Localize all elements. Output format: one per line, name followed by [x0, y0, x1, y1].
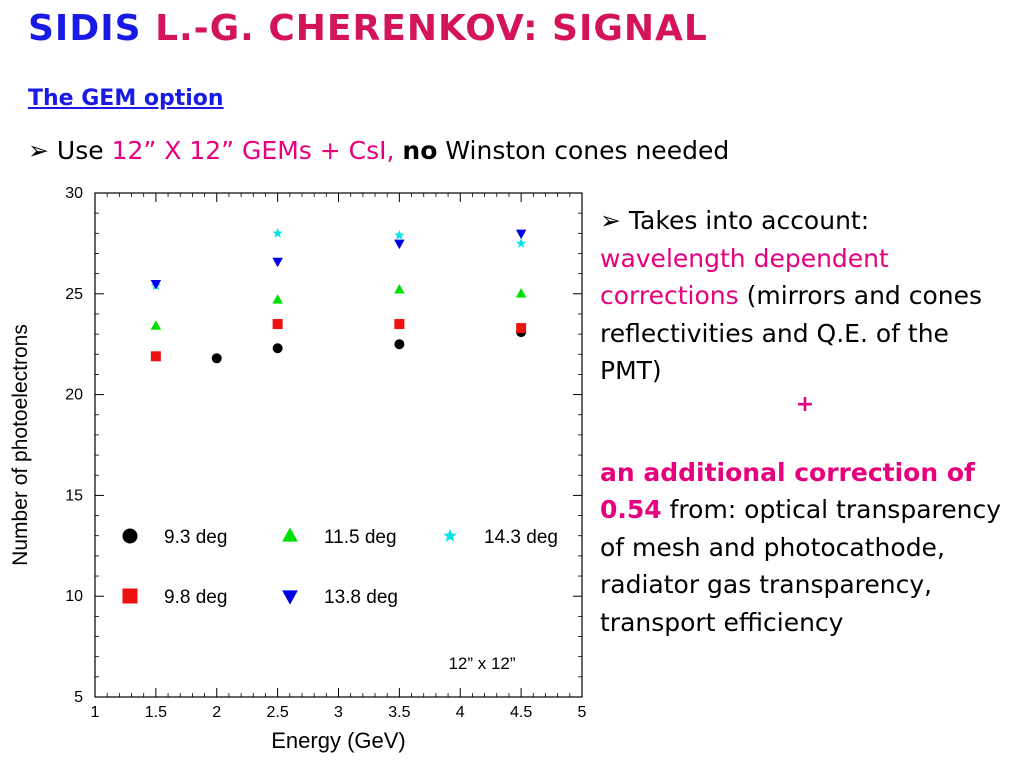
legend-marker	[282, 527, 298, 542]
legend-label: 14.3 deg	[484, 527, 558, 548]
x-tick-label: 4	[456, 704, 465, 721]
legend-marker	[122, 588, 138, 604]
y-tick-label: 15	[65, 487, 83, 504]
subheading: The GEM option	[28, 86, 224, 111]
photoelectron-chart: 1 1.5 2 2.5 3 3.5 4 4.5 5 5 10 15 20 25 30 Energy (GeV)…	[9, 185, 587, 753]
takes-into-account: Takes into account:	[620, 206, 870, 235]
bullet-gem-size: 12” X 12” GEMs + CsI,	[111, 136, 403, 165]
title-part-sidis: SIDIS	[28, 8, 156, 49]
x-tick-label: 1	[91, 704, 100, 721]
data-point-13-8-deg	[515, 229, 527, 240]
data-point-11-5-deg	[394, 284, 405, 294]
bullet-no: no	[402, 136, 438, 165]
data-point-9-8-deg	[394, 319, 405, 330]
legend-label: 13.8 deg	[324, 587, 398, 608]
bullet-gem-use: ➢ Use 12” X 12” GEMs + CsI, no Winston c…	[28, 136, 729, 165]
y-tick-label: 20	[65, 387, 83, 404]
data-point-14-3-deg	[272, 227, 283, 238]
data-point-11-5-deg	[150, 320, 162, 330]
slide-title: SIDIS L.-G. CHERENKOV: SIGNAL	[28, 8, 708, 49]
data-point-13-8-deg	[150, 279, 162, 290]
x-axis-label: Energy (GeV)	[271, 728, 406, 753]
data-point-9-8-deg	[516, 323, 527, 334]
x-tick-label: 2	[212, 704, 221, 721]
data-point-9-3-deg	[211, 353, 222, 364]
data-point-11-5-deg	[515, 288, 527, 298]
x-tick-label: 3	[334, 704, 343, 721]
data-point-9-3-deg	[272, 343, 283, 354]
legend-marker	[443, 528, 457, 542]
bullet-arrow-icon: ➢	[28, 136, 49, 165]
x-tick-label: 1.5	[145, 704, 167, 721]
data-point-9-8-deg	[150, 351, 161, 362]
legend-marker	[122, 528, 138, 544]
y-tick-label: 30	[65, 185, 83, 202]
y-tick-label: 5	[74, 689, 83, 706]
additional-correction-paragraph: an additional correction of 0.54 from: o…	[600, 454, 1010, 642]
data-point-14-3-deg	[515, 238, 527, 248]
data-point-9-8-deg	[272, 319, 283, 330]
corrections-text: ➢ Takes into account: wavelength depende…	[600, 202, 1010, 641]
data-point-9-3-deg	[394, 339, 405, 350]
wavelength-corrections: wavelength dependent corrections	[600, 243, 889, 311]
title-part-cherenkov: L.-G. CHERENKOV: SIGNAL	[155, 8, 708, 49]
additional-correction: an additional correction of 0.54	[600, 457, 975, 525]
data-point-11-5-deg	[272, 294, 283, 304]
y-tick-label: 10	[65, 588, 83, 605]
plus-sign: +	[795, 391, 815, 417]
legend-label: 9.3 deg	[164, 527, 227, 548]
data-point-14-3-deg	[394, 229, 405, 240]
corrections-detail: (mirrors and cones reflectivities and Q.…	[600, 281, 983, 385]
x-tick-label: 3.5	[388, 704, 410, 721]
x-tick-label: 4.5	[510, 704, 532, 721]
data-point-13-8-deg	[272, 257, 283, 268]
y-axis-label: Number of photoelectrons	[9, 324, 32, 566]
y-tick-label: 25	[65, 286, 83, 303]
x-tick-label: 2.5	[267, 704, 289, 721]
data-point-13-8-deg	[394, 239, 405, 250]
chart-annotation: 12” x 12”	[448, 654, 515, 673]
plot-frame	[94, 192, 583, 698]
x-tick-label: 5	[578, 704, 587, 721]
legend-label: 9.8 deg	[164, 587, 227, 608]
legend-marker	[282, 590, 298, 605]
additional-correction-detail: from: optical transparency of mesh and p…	[600, 495, 1002, 637]
bullet-arrow-icon-2: ➢	[600, 206, 621, 235]
legend-label: 11.5 deg	[324, 527, 397, 548]
bullet-use: Use	[56, 136, 112, 165]
corrections-paragraph: ➢ Takes into account: wavelength depende…	[600, 202, 1010, 390]
bullet-rest: Winston cones needed	[437, 136, 730, 165]
